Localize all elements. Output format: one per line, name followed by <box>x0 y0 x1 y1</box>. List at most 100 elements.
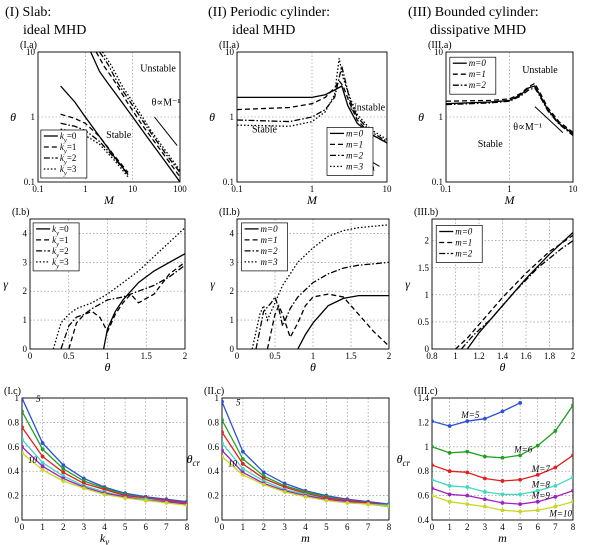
x-tick-label: 1.5 <box>345 351 357 361</box>
y-axis-label: θ <box>418 110 424 124</box>
series-layer <box>22 398 187 508</box>
y-tick-label: 1 <box>15 393 20 403</box>
y-tick-label: 1 <box>23 315 28 325</box>
chart-ii-a: (II.a)0.11100.1110MθUnstableStableθ∝M⁻¹m… <box>209 40 392 207</box>
series-line <box>99 52 180 173</box>
legend-entry: ky=0 <box>52 224 69 237</box>
data-point <box>143 498 148 503</box>
x-tick-label: 1 <box>105 351 110 361</box>
data-point <box>482 504 487 509</box>
data-point <box>240 461 245 466</box>
x-axis-label: m <box>498 531 507 545</box>
column-title-3-line1: (III) Bounded cylinder: <box>408 5 539 20</box>
data-point <box>22 425 24 430</box>
panel-label: (I.a) <box>20 40 37 51</box>
data-point <box>40 454 45 459</box>
y-tick-label: 0.6 <box>8 442 20 452</box>
data-point <box>535 499 540 504</box>
series-line <box>68 261 185 349</box>
annotation-label: Stable <box>478 139 504 150</box>
y-axis-label: θ <box>209 110 215 124</box>
series-label: M=10 <box>548 509 572 519</box>
x-tick-label: 0 <box>28 351 33 361</box>
annotation-label: Stable <box>106 130 132 141</box>
series-label: 5 <box>236 398 241 408</box>
x-axis-label: θ <box>105 360 111 374</box>
data-point <box>500 409 505 414</box>
y-axis-label: θcr <box>187 452 201 468</box>
x-tick-label: 1.8 <box>544 351 556 361</box>
x-tick-label: 3 <box>483 522 488 532</box>
data-point <box>240 449 245 454</box>
data-point <box>518 502 523 507</box>
data-point <box>447 499 452 504</box>
chart-ii-b: (II.b) 0 0.5 1 1.5 2 0 1 2 3 4 θ γ m=0m=1m=2m=3 <box>210 207 391 374</box>
plot-frame <box>236 218 390 350</box>
series-label: M=6 <box>513 444 533 454</box>
series-label: M=8 <box>531 480 551 490</box>
data-point <box>518 453 523 458</box>
x-tick-label: 100 <box>173 184 187 194</box>
x-tick-label: 3 <box>282 522 287 532</box>
y-tick-label: 0 <box>23 344 28 354</box>
data-point <box>447 483 452 488</box>
plot-frame <box>431 397 574 521</box>
legend-entry: ky=3 <box>60 164 77 177</box>
chart-i-a: (I.a) 0.1 1 10 100 0.1 1 10 Mθ Unstable Stable θ∝M⁻… <box>10 40 187 207</box>
series-line <box>52 227 185 349</box>
series-line <box>266 293 389 349</box>
y-tick-label: 0.8 <box>418 466 430 476</box>
x-tick-label: 2 <box>387 351 392 361</box>
y-axis-label: θcr <box>397 452 411 468</box>
x-axis-label: M <box>103 193 115 207</box>
y-tick-label: 0 <box>425 344 430 354</box>
chart-ii-c: (II.c) 0 1 2 3 4 5 6 7 8 0 0.2 0.4 0.6 0.8 1 m θcr 5 10 <box>187 386 392 545</box>
series-label: 5 <box>36 394 41 404</box>
y-tick-label: 0 <box>15 515 20 525</box>
x-axis-label: θ <box>500 360 506 374</box>
panel-label: (I.c) <box>4 386 21 397</box>
data-point <box>571 499 573 504</box>
y-axis-label: θ <box>10 110 16 124</box>
data-point <box>465 485 470 489</box>
series-line <box>222 456 389 508</box>
x-tick-label: 0.1 <box>231 184 242 194</box>
x-tick-label: 1 <box>83 184 88 194</box>
x-tick-label: 7 <box>553 522 558 532</box>
chart-i-b: (I.b) 0 0.5 1 1.5 2 0 1 2 3 4 θ γ ky=0ky=1ky=2ky=3 <box>3 207 187 374</box>
y-tick-label: 0.4 <box>208 466 220 476</box>
x-axis-label: M <box>504 193 516 207</box>
annotation-label: Unstable <box>140 64 176 75</box>
x-axis-label: m <box>301 531 310 545</box>
series-line <box>446 87 573 137</box>
data-point <box>500 492 505 497</box>
data-point <box>222 441 224 446</box>
y-tick-label: 4 <box>230 228 235 238</box>
panel-label: (I.b) <box>12 207 30 218</box>
x-tick-label: 2 <box>183 351 188 361</box>
y-tick-label: 2 <box>230 286 235 296</box>
plot-frame <box>29 218 186 350</box>
y-tick-label: 0 <box>230 344 235 354</box>
x-tick-label: 0 <box>20 522 25 532</box>
x-tick-label: 7 <box>366 522 371 532</box>
data-point <box>553 483 558 488</box>
y-tick-label: 2 <box>425 236 430 246</box>
legend-box <box>40 129 88 179</box>
legend-box <box>32 222 80 272</box>
x-tick-label: 8 <box>571 522 576 532</box>
data-point <box>465 493 470 498</box>
y-tick-label: 0.2 <box>8 491 19 501</box>
x-tick-label: 7 <box>164 522 169 532</box>
y-tick-label: 2 <box>23 286 28 296</box>
x-tick-label: 8 <box>387 522 392 532</box>
data-point <box>261 482 266 487</box>
x-tick-label: 8 <box>185 522 190 532</box>
x-tick-label: 0.5 <box>269 351 281 361</box>
data-point <box>535 443 540 448</box>
plots-layer: (I.a)0.1 1 10 1000.1110MθUnstableStableθ∝M⁻… <box>0 40 578 545</box>
slope-reference-line <box>534 106 564 133</box>
x-tick-label: 5 <box>324 522 329 532</box>
